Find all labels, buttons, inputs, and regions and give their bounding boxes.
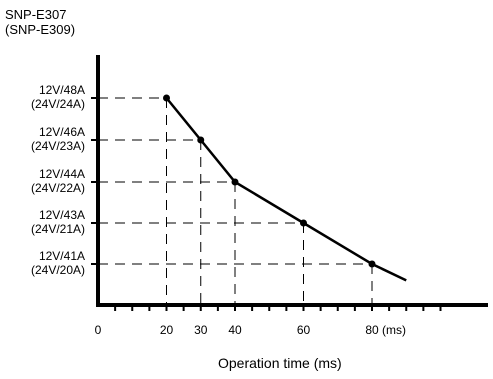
y-tick-label-4-line2: (24V/20A) [31,263,85,277]
x-tick-label-20: 20 [160,323,174,337]
x-tick-label-30: 30 [194,323,208,337]
chart-title-line-1: SNP-E307 [5,7,67,22]
data-point-30 [197,136,205,144]
data-point-80 [368,260,376,268]
y-tick-label-1-line1: 12V/46A [39,125,85,139]
series-line [165,97,407,282]
x-unit-label: (ms) [382,323,406,337]
y-tick-label-0-line1: 12V/48A [39,83,85,97]
x-axis-label: Operation time (ms) [218,355,342,371]
y-tick-label-3-line2: (24V/21A) [31,222,85,236]
chart-title-line-2: (SNP-E309) [5,22,76,37]
y-tick-label-0-line2: (24V/24A) [31,97,85,111]
y-tick-label-1-line2: (24V/23A) [31,139,85,153]
data-point-60 [300,219,307,227]
x-tick-label-40: 40 [228,323,242,337]
y-tick-label-4-line1: 12V/41A [39,249,85,263]
y-tick-label-2-line1: 12V/44A [39,167,85,181]
y-tick-label-3-line1: 12V/43A [39,208,85,222]
data-point-20 [163,94,170,102]
x-tick-label-0: 0 [95,323,102,337]
y-tick-label-2-line2: (24V/22A) [31,181,85,195]
x-tick-label-60: 60 [297,323,311,337]
data-point-40 [231,178,239,186]
x-tick-label-80: 80 [365,323,379,337]
